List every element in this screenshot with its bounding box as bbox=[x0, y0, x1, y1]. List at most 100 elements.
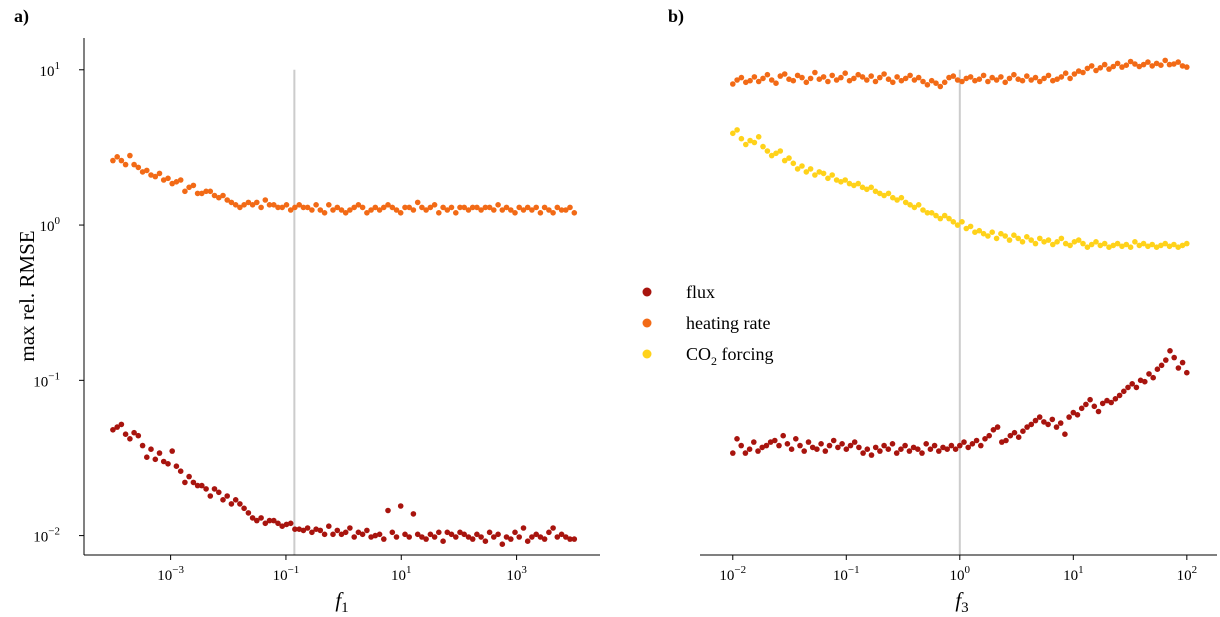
y-tick-label: 10−1 bbox=[33, 370, 60, 390]
data-point-heating bbox=[148, 172, 154, 178]
data-point-flux bbox=[885, 446, 892, 453]
data-point-co2 bbox=[989, 229, 995, 235]
data-point-flux bbox=[936, 448, 942, 454]
data-point-heating bbox=[216, 194, 222, 201]
data-point-flux bbox=[135, 432, 142, 439]
data-point-flux bbox=[797, 442, 803, 449]
data-point-heating bbox=[1088, 63, 1095, 69]
data-point-flux bbox=[864, 446, 871, 453]
data-point-heating bbox=[1114, 60, 1121, 67]
data-point-flux bbox=[1142, 378, 1148, 385]
data-point-flux bbox=[491, 534, 497, 540]
data-point-flux bbox=[969, 441, 976, 447]
data-point-co2 bbox=[790, 160, 797, 167]
data-point-flux bbox=[801, 448, 807, 454]
data-point-heating bbox=[486, 204, 493, 211]
data-point-heating bbox=[453, 210, 459, 216]
data-point-flux bbox=[207, 493, 214, 499]
data-point-heating bbox=[734, 77, 740, 83]
data-point-heating bbox=[1153, 60, 1160, 67]
data-point-co2 bbox=[933, 212, 939, 219]
x-ticks-a: 10−3 10−1 101 103 bbox=[157, 555, 527, 584]
data-point-flux bbox=[402, 531, 408, 538]
data-point-heating bbox=[558, 207, 565, 213]
data-point-heating bbox=[537, 210, 544, 216]
data-point-heating bbox=[1002, 79, 1008, 86]
data-point-flux bbox=[1121, 388, 1127, 395]
data-point-heating bbox=[894, 74, 900, 80]
data-point-heating bbox=[228, 199, 235, 206]
data-point-flux bbox=[237, 501, 243, 507]
data-point-heating bbox=[207, 188, 214, 195]
data-point-heating bbox=[334, 204, 341, 211]
data-point-co2 bbox=[980, 230, 987, 237]
data-point-heating bbox=[131, 161, 137, 168]
data-point-flux bbox=[1015, 434, 1022, 441]
data-point-flux bbox=[915, 446, 921, 453]
data-point-flux bbox=[830, 437, 837, 444]
data-point-heating bbox=[1145, 59, 1151, 65]
data-point-co2 bbox=[1002, 233, 1008, 239]
data-point-flux bbox=[431, 534, 438, 540]
data-point-heating bbox=[279, 204, 286, 211]
data-point-flux bbox=[436, 529, 442, 536]
data-point-flux bbox=[326, 523, 332, 529]
data-point-flux bbox=[152, 456, 159, 463]
data-point-flux bbox=[893, 450, 900, 456]
data-point-flux bbox=[1129, 381, 1135, 387]
data-point-flux bbox=[550, 525, 556, 531]
data-point-flux bbox=[338, 531, 345, 538]
data-point-heating bbox=[313, 202, 319, 208]
data-point-co2 bbox=[1054, 239, 1060, 245]
y-axis-label-a: max rel. RMSE bbox=[15, 230, 39, 361]
data-point-flux bbox=[1112, 396, 1119, 402]
x-tick-label: 103 bbox=[506, 564, 527, 584]
data-point-co2 bbox=[950, 219, 957, 225]
legend-label-flux: flux bbox=[686, 282, 715, 302]
data-point-heating bbox=[1050, 77, 1056, 84]
data-point-heating bbox=[211, 192, 218, 199]
data-point-heating bbox=[881, 71, 887, 77]
data-point-co2 bbox=[1110, 242, 1117, 249]
data-point-flux bbox=[423, 536, 429, 542]
data-point-heating bbox=[199, 190, 205, 197]
data-point-co2 bbox=[838, 179, 844, 185]
data-point-flux bbox=[906, 448, 913, 454]
data-point-co2 bbox=[967, 223, 974, 230]
data-point-co2 bbox=[1019, 239, 1026, 245]
data-point-heating bbox=[546, 207, 552, 213]
data-point-heating bbox=[177, 177, 184, 183]
data-point-flux bbox=[177, 468, 184, 475]
data-point-heating bbox=[249, 202, 256, 208]
data-point-flux bbox=[784, 441, 791, 447]
data-point-flux bbox=[224, 493, 230, 499]
data-point-flux bbox=[738, 442, 744, 449]
data-point-flux bbox=[1175, 365, 1182, 371]
data-point-flux bbox=[330, 531, 336, 538]
data-point-heating bbox=[1045, 72, 1052, 79]
data-point-heating bbox=[1080, 69, 1086, 76]
data-point-heating bbox=[1067, 75, 1073, 82]
data-point-heating bbox=[1032, 74, 1039, 81]
data-point-co2 bbox=[1037, 235, 1043, 242]
data-point-co2 bbox=[1071, 239, 1078, 245]
data-point-heating bbox=[1015, 76, 1021, 82]
data-point-heating bbox=[474, 204, 480, 211]
x-axis-label-b: f3 bbox=[955, 588, 968, 616]
data-point-heating bbox=[790, 77, 797, 84]
data-point-heating bbox=[950, 73, 957, 79]
data-point-co2 bbox=[755, 134, 762, 140]
data-point-flux bbox=[822, 448, 829, 454]
data-point-flux bbox=[279, 523, 286, 529]
data-point-heating bbox=[972, 77, 978, 84]
data-point-flux bbox=[313, 526, 319, 532]
data-point-flux bbox=[1011, 429, 1018, 436]
data-point-flux bbox=[453, 534, 459, 540]
data-point-flux bbox=[249, 515, 256, 521]
data-point-co2 bbox=[751, 139, 758, 146]
data-point-flux bbox=[1041, 419, 1047, 425]
data-point-heating bbox=[1093, 67, 1099, 74]
data-point-heating bbox=[491, 207, 497, 213]
data-point-co2 bbox=[885, 190, 892, 197]
data-point-heating bbox=[820, 74, 827, 80]
